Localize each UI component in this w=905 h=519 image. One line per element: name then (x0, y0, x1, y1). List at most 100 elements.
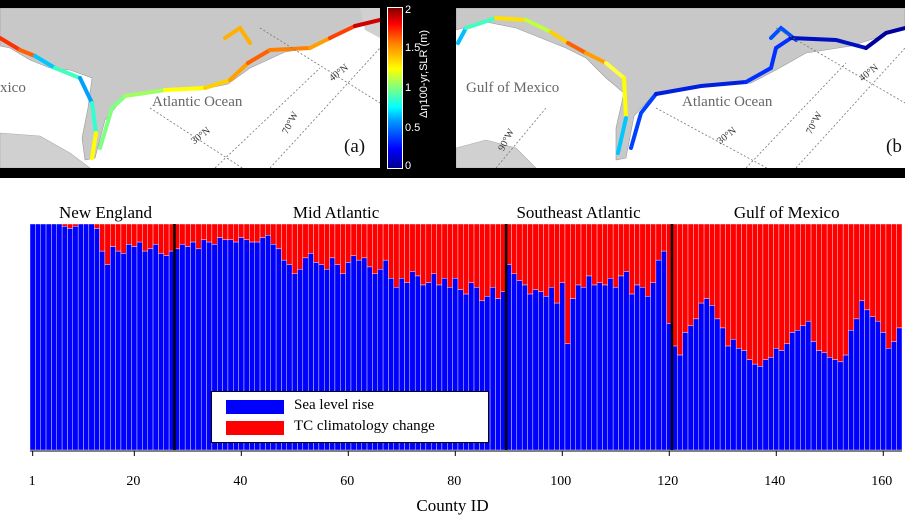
bar-tc-climatology-change (190, 223, 197, 243)
bar-tc-climatology-change (618, 223, 625, 277)
bar-tc-climatology-change (575, 223, 582, 286)
bar-tc-climatology-change (211, 223, 218, 245)
bar-tc-climatology-change (61, 223, 68, 227)
bar-tc-climatology-change (93, 223, 100, 229)
bar-tc-climatology-change (404, 223, 411, 283)
x-tick-label: 100 (550, 474, 572, 489)
bar-sea-level-rise (778, 350, 785, 451)
panel-label-b: (b (886, 136, 902, 157)
map-panel-a: xico Atlantic Ocean 30°N 40°N 70°W (a) (0, 8, 380, 168)
bar-tc-climatology-change (645, 223, 651, 297)
bar-tc-climatology-change (377, 223, 384, 270)
bar-sea-level-rise (816, 350, 822, 451)
bar-sea-level-rise (591, 284, 598, 451)
bar-sea-level-rise (564, 343, 571, 451)
bar-sea-level-rise (752, 363, 758, 451)
bar-tc-climatology-change (896, 223, 903, 329)
bar-tc-climatology-change (650, 223, 657, 283)
bar-sea-level-rise (131, 246, 138, 451)
bar-tc-climatology-change (757, 223, 764, 367)
bar-sea-level-rise (730, 339, 737, 451)
bar-sea-level-rise (698, 302, 705, 451)
bar-tc-climatology-change (398, 223, 405, 279)
bar-sea-level-rise (152, 244, 159, 451)
bar-tc-climatology-change (254, 223, 261, 243)
bar-tc-climatology-change (436, 223, 443, 286)
bar-sea-level-rise (645, 296, 651, 451)
bar-sea-level-rise (885, 348, 892, 451)
bar-tc-climatology-change (853, 223, 860, 320)
bar-tc-climatology-change (372, 223, 378, 274)
bar-tc-climatology-change (163, 223, 170, 256)
x-tick-label: 60 (340, 474, 355, 489)
bar-tc-climatology-change (291, 223, 298, 274)
bar-sea-level-rise (864, 309, 871, 451)
bar-sea-level-rise (607, 278, 614, 451)
bar-tc-climatology-change (382, 223, 389, 261)
bar-sea-level-rise (56, 223, 63, 451)
bar-tc-climatology-change (142, 223, 148, 252)
bar-tc-climatology-change (388, 223, 394, 279)
bar-sea-level-rise (142, 250, 148, 451)
legend: Sea level rise TC climatology change (211, 391, 489, 443)
bar-tc-climatology-change (794, 223, 801, 331)
bar-sea-level-rise (703, 298, 710, 451)
bar-tc-climatology-change (110, 223, 116, 247)
bar-tc-climatology-change (318, 223, 325, 265)
bar-tc-climatology-change (120, 223, 127, 254)
bar-tc-climatology-change (104, 223, 111, 265)
bar-tc-climatology-change (864, 223, 871, 311)
bar-sea-level-rise (848, 330, 855, 451)
x-tick-label: 40 (233, 474, 248, 489)
bar-tc-climatology-change (875, 223, 881, 322)
bar-tc-climatology-change (238, 223, 245, 238)
colorbar-tick: 0 (405, 160, 412, 172)
bar-sea-level-rise (554, 302, 560, 451)
bar-tc-climatology-change (784, 223, 790, 344)
bar-tc-climatology-change (227, 223, 234, 241)
bar-sea-level-rise (51, 223, 57, 451)
bar-sea-level-rise (896, 327, 903, 451)
bar-tc-climatology-change (682, 223, 689, 333)
bar-tc-climatology-change (324, 223, 330, 270)
colorbar-label: Δη100-yr,SLR (m) (418, 29, 430, 118)
bar-tc-climatology-change (789, 223, 796, 333)
bar-sea-level-rise (784, 343, 790, 451)
bar-tc-climatology-change (72, 223, 79, 227)
bar-sea-level-rise (634, 284, 641, 451)
bar-sea-level-rise (725, 345, 732, 451)
bar-sea-level-rise (511, 273, 518, 451)
bar-tc-climatology-change (532, 223, 539, 290)
bar-tc-climatology-change (307, 223, 314, 254)
bar-tc-climatology-change (752, 223, 758, 365)
bar-tc-climatology-change (623, 223, 630, 272)
bar-sea-level-rise (693, 318, 699, 451)
bar-tc-climatology-change (564, 223, 571, 344)
bar-sea-level-rise (612, 287, 619, 451)
bar-tc-climatology-change (762, 223, 769, 360)
bar-sea-level-rise (200, 239, 207, 451)
bar-sea-level-rise (746, 359, 753, 451)
x-axis-label: County ID (416, 496, 489, 515)
bar-sea-level-rise (147, 248, 154, 451)
bar-tc-climatology-change (67, 223, 73, 229)
bar-sea-level-rise (714, 318, 721, 451)
bar-tc-climatology-change (719, 223, 726, 329)
bar-tc-climatology-change (800, 223, 806, 326)
bar-tc-climatology-change (431, 223, 437, 274)
bar-sea-level-rise (580, 287, 587, 451)
bar-sea-level-rise (762, 359, 769, 451)
bar-tc-climatology-change (816, 223, 822, 351)
bar-tc-climatology-change (249, 223, 255, 243)
bar-tc-climatology-change (99, 223, 106, 252)
bar-tc-climatology-change (452, 223, 459, 279)
bar-tc-climatology-change (457, 223, 464, 290)
bar-tc-climatology-change (543, 223, 550, 297)
bar-sea-level-rise (489, 287, 496, 451)
bar-tc-climatology-change (516, 223, 523, 281)
map-b-ocean-label: Atlantic Ocean (682, 94, 773, 110)
bar-sea-level-rise (93, 228, 100, 451)
bar-tc-climatology-change (286, 223, 293, 265)
bar-tc-climatology-change (554, 223, 560, 304)
bar-tc-climatology-change (725, 223, 732, 347)
